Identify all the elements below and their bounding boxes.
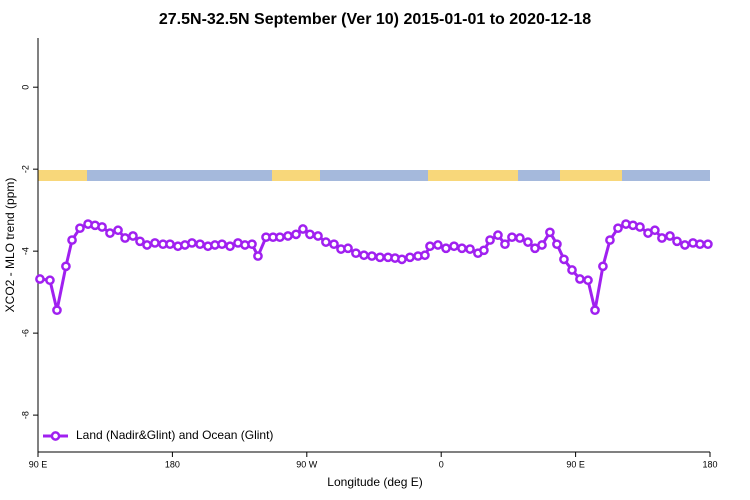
x-tick-label: 90 E: [566, 459, 585, 469]
x-tick-label: 180: [702, 459, 717, 469]
point: [359, 250, 369, 261]
point: [128, 231, 138, 241]
x-axis-label: Longitude (deg E): [327, 475, 422, 489]
land-ocean-strip: [38, 170, 710, 181]
point: [485, 235, 495, 245]
point: [150, 238, 160, 248]
point: [567, 265, 577, 275]
point: [305, 229, 315, 240]
point: [559, 254, 569, 265]
point: [329, 239, 339, 250]
point: [97, 222, 107, 232]
point: [105, 228, 115, 238]
point: [142, 240, 152, 250]
point: [195, 239, 205, 250]
point: [253, 251, 263, 261]
point: [113, 225, 123, 236]
point: [552, 239, 562, 250]
point: [343, 243, 353, 254]
point: [680, 240, 690, 250]
point: [590, 305, 600, 316]
point: [457, 243, 467, 254]
point: [283, 231, 293, 241]
chart-title: 27.5N-32.5N September (Ver 10) 2015-01-0…: [159, 11, 591, 28]
point: [120, 233, 130, 243]
point: [291, 229, 301, 240]
point: [351, 248, 361, 259]
point: [397, 254, 407, 265]
point: [45, 275, 55, 286]
legend-marker: [50, 431, 61, 441]
point: [247, 239, 257, 250]
land: [560, 170, 622, 181]
point: [35, 274, 45, 284]
land: [428, 170, 518, 181]
point: [61, 261, 71, 272]
point: [313, 231, 323, 241]
point: [275, 232, 285, 243]
point: [321, 237, 331, 247]
point: [507, 232, 517, 243]
point: [703, 239, 713, 250]
point: [672, 236, 682, 247]
point: [425, 241, 435, 252]
point: [367, 251, 377, 261]
point: [67, 235, 77, 245]
point: [583, 275, 593, 286]
point: [493, 230, 503, 241]
point: [52, 305, 62, 316]
ocean: [38, 170, 710, 181]
y-tick-label: -6: [20, 329, 30, 337]
point: [375, 252, 385, 263]
legend-label: Land (Nadir&Glint) and Ocean (Glint): [76, 428, 273, 442]
point: [575, 274, 585, 284]
point: [298, 224, 308, 234]
point: [613, 223, 623, 234]
y-tick-label: -4: [20, 247, 30, 255]
point: [500, 239, 510, 250]
point: [187, 238, 197, 248]
x-tick-label: 180: [165, 459, 180, 469]
point: [545, 227, 555, 238]
point: [695, 239, 705, 250]
point: [537, 240, 547, 250]
point: [523, 237, 533, 247]
point: [449, 241, 459, 252]
point: [650, 225, 660, 236]
x-tick-label: 90 W: [296, 459, 318, 469]
point: [515, 233, 525, 243]
y-axis-label: XCO2 - MLO trend (ppm): [3, 178, 17, 313]
y-tick-label: 0: [20, 85, 30, 90]
point: [405, 252, 415, 263]
y-tick-label: -2: [20, 165, 30, 173]
point: [420, 250, 430, 261]
point: [465, 244, 475, 254]
land: [272, 170, 320, 181]
point: [217, 239, 227, 250]
point: [441, 243, 451, 254]
point: [135, 236, 145, 247]
point: [225, 241, 235, 252]
point: [165, 239, 175, 250]
y-tick-label: -8: [20, 411, 30, 419]
point: [479, 245, 489, 256]
land: [38, 170, 87, 181]
point: [75, 223, 85, 234]
point: [657, 233, 667, 243]
x-tick-label: 90 E: [29, 459, 48, 469]
point: [635, 222, 645, 232]
point: [433, 240, 443, 250]
point: [598, 261, 608, 272]
point: [605, 235, 615, 245]
point: [665, 231, 675, 241]
x-tick-label: 0: [439, 459, 444, 469]
